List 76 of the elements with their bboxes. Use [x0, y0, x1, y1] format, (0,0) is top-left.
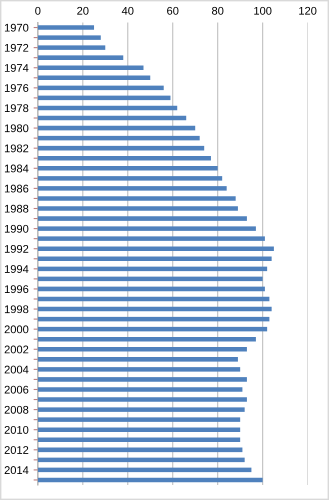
- y-tick-label: 2010: [4, 426, 28, 434]
- y-tick-label: 1994: [4, 265, 28, 273]
- y-tick-label: 2006: [4, 386, 28, 394]
- bar: [38, 35, 101, 40]
- bar: [38, 316, 270, 322]
- y-tick-label: 2012: [4, 446, 28, 454]
- bar: [38, 407, 245, 412]
- y-tick-label: 1980: [4, 124, 28, 132]
- y-tick-label: 1984: [4, 164, 28, 172]
- y-tick-label: 2000: [4, 325, 28, 334]
- bar: [38, 347, 247, 352]
- bar: [38, 136, 200, 140]
- bar: [38, 96, 170, 100]
- bar: [38, 166, 218, 171]
- x-tick-label: 60: [167, 6, 178, 15]
- bar: [38, 427, 240, 432]
- bar: [38, 55, 124, 60]
- x-tick-label: 120: [299, 6, 316, 15]
- x-tick-label: 80: [212, 6, 224, 15]
- y-tick-label: 1978: [4, 104, 28, 112]
- bar: [38, 468, 252, 472]
- bar: [38, 336, 256, 342]
- y-tick-label: 2004: [4, 366, 28, 374]
- bar: [38, 45, 106, 50]
- bar: [38, 146, 204, 150]
- bar: [38, 458, 245, 462]
- bar: [38, 286, 265, 292]
- bar: [38, 196, 236, 201]
- y-tick-label: 1998: [4, 305, 28, 314]
- bar: [38, 357, 238, 362]
- bar: [38, 65, 144, 70]
- bar: [38, 186, 227, 191]
- bar: [38, 266, 268, 272]
- bar: [38, 226, 256, 231]
- bar: [38, 86, 164, 90]
- bar: [38, 296, 270, 302]
- bar: [38, 156, 211, 160]
- bar: [38, 236, 265, 241]
- y-tick-label: 1986: [4, 184, 28, 193]
- bar: [38, 437, 240, 442]
- y-tick-label: 1974: [4, 64, 28, 72]
- bar: [38, 377, 247, 382]
- bar: [38, 106, 178, 110]
- y-tick-label: 1990: [4, 224, 28, 233]
- bar: [38, 176, 222, 181]
- y-tick-label: 2002: [4, 346, 28, 354]
- x-tick-label: 100: [254, 6, 272, 15]
- y-tick-label: 1988: [4, 204, 28, 213]
- y-tick-label: 2008: [4, 406, 28, 414]
- y-tick-label: 2014: [4, 466, 28, 474]
- bar: [38, 256, 272, 262]
- x-tick-label: 0: [35, 6, 40, 15]
- bar: [38, 126, 196, 130]
- bar: [38, 76, 150, 80]
- bar: [38, 25, 94, 30]
- bar: [38, 478, 263, 482]
- bar: [38, 216, 247, 221]
- y-tick-label: 1970: [4, 24, 28, 32]
- y-tick-label: 1976: [4, 84, 28, 92]
- bar: [38, 397, 247, 402]
- bar: [38, 246, 274, 251]
- bar: [38, 306, 272, 312]
- bar: [38, 417, 240, 422]
- x-tick-label: 20: [77, 6, 89, 15]
- bar: [38, 387, 242, 392]
- y-tick-label: 1992: [4, 244, 28, 253]
- bar: [38, 206, 238, 211]
- bar: [38, 367, 240, 372]
- bar: [38, 276, 263, 282]
- x-tick-label: 40: [122, 6, 134, 15]
- y-tick-label: 1996: [4, 285, 28, 294]
- y-tick-label: 1982: [4, 144, 28, 152]
- bar: [38, 116, 186, 120]
- y-tick-label: 1972: [4, 44, 28, 52]
- bar: [38, 326, 268, 332]
- bar: [38, 448, 242, 452]
